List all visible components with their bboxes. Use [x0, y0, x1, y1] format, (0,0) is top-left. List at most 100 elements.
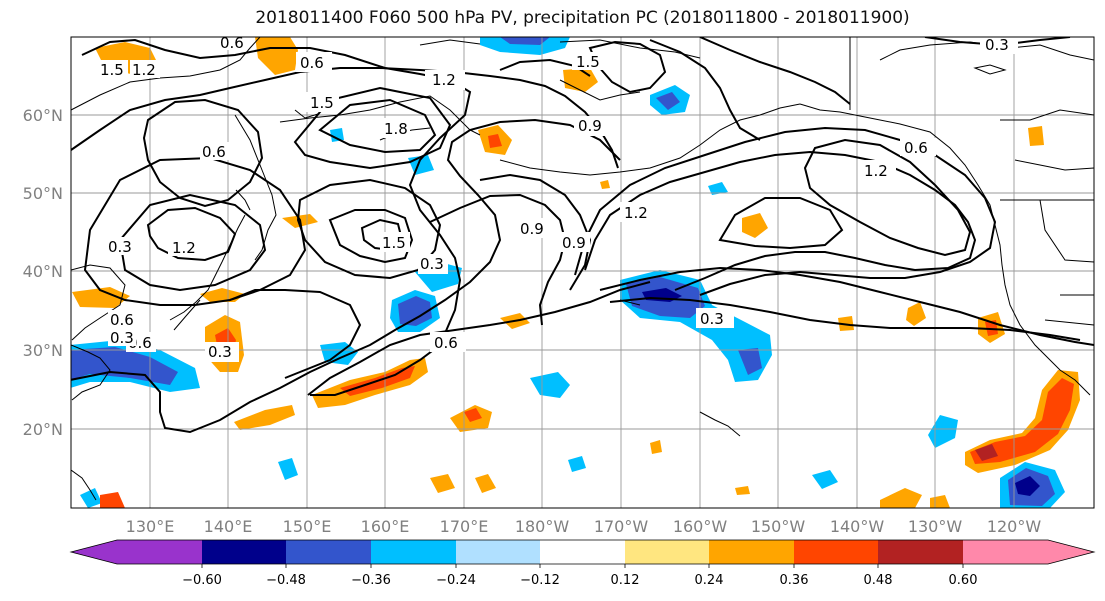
- contour-label: 0.6: [220, 34, 244, 52]
- lat-label: 30°N: [23, 341, 63, 360]
- precip-positive-area: [464, 408, 482, 422]
- contour-label: 1.2: [864, 162, 888, 180]
- precip-positive-area: [100, 492, 125, 508]
- lon-label: 160°W: [673, 517, 728, 536]
- colorbar-segment: [117, 540, 202, 564]
- precip-positive-area: [735, 486, 750, 495]
- contour-label: 0.3: [108, 238, 132, 256]
- contour-label: 1.5: [382, 234, 406, 252]
- colorbar-segment: [794, 540, 878, 564]
- colorbar-segment: [286, 540, 371, 564]
- contour-label: 0.3: [420, 255, 444, 273]
- precip-positive-area: [650, 440, 662, 454]
- colorbar-tick-label: −0.48: [266, 573, 306, 588]
- precip-positive-area: [430, 474, 455, 493]
- lat-label: 60°N: [23, 106, 63, 125]
- contour-label: 1.8: [384, 120, 408, 138]
- map-title: 2018011400 F060 500 hPa PV, precipitatio…: [255, 8, 910, 28]
- lon-label: 140°E: [204, 517, 253, 536]
- colorbar-tick-label: 0.36: [780, 573, 809, 588]
- precip-positive-area: [975, 444, 998, 461]
- precip-negative-area: [80, 488, 102, 508]
- precip-positive-area: [72, 287, 130, 308]
- lon-label: 150°E: [283, 517, 332, 536]
- colorbar-outline: [69, 539, 1096, 565]
- precip-negative-area: [530, 372, 570, 398]
- contour-label: 0.3: [110, 329, 134, 347]
- colorbar-tick-label: −0.24: [436, 573, 476, 588]
- colorbar-tick-label: −0.12: [520, 573, 560, 588]
- precip-negative-area: [812, 470, 838, 489]
- precip-negative-area: [398, 296, 432, 326]
- lat-label: 20°N: [23, 420, 63, 439]
- lon-label: 160°E: [361, 517, 410, 536]
- precip-positive-area: [742, 213, 768, 238]
- precip-positive-area: [475, 474, 496, 493]
- precip-negative-area: [738, 348, 762, 375]
- contour-labels: 1.5 1.2 0.6 0.6 0.3 1.2 1.5 1.5 1.8 0.9 …: [96, 34, 1018, 362]
- lon-label: 170°W: [594, 517, 649, 536]
- contour-label: 0.3: [985, 36, 1009, 54]
- colorbar-segment: [371, 540, 456, 564]
- precip-negative-area: [1015, 476, 1040, 496]
- precip-negative-area: [928, 415, 958, 448]
- colorbar-segment: [878, 540, 963, 564]
- contour-label: 0.3: [208, 343, 232, 361]
- contour-label: 1.5: [576, 53, 600, 71]
- lat-label: 40°N: [23, 262, 63, 281]
- colorbar-segment: [202, 540, 286, 564]
- contour-label: 0.3: [700, 310, 724, 328]
- colorbar-tick-label: 0.48: [864, 573, 893, 588]
- precip-negative-area: [500, 37, 550, 45]
- precip-positive-area: [488, 134, 502, 148]
- lon-label: 140°W: [830, 517, 885, 536]
- precip-positive-area: [255, 37, 298, 75]
- lon-label: 130°W: [908, 517, 963, 536]
- precip-negative-area: [480, 37, 570, 55]
- lon-label: 170°E: [440, 517, 489, 536]
- lon-label: 150°W: [751, 517, 806, 536]
- colorbar-segment: [625, 540, 709, 564]
- colorbar-segment: [709, 540, 794, 564]
- precip-negative-area: [708, 182, 728, 195]
- precip-positive-area: [906, 302, 926, 326]
- contour-label: 1.2: [172, 239, 196, 257]
- precip-positive-area: [880, 488, 922, 508]
- colorbar-segment: [456, 540, 540, 564]
- contour-label: 0.6: [300, 54, 324, 72]
- contour-label: 0.6: [202, 143, 226, 161]
- contour-label: 0.9: [562, 234, 586, 252]
- colorbar-tick-label: 0.60: [949, 573, 978, 588]
- colorbar-tick-label: −0.36: [351, 573, 391, 588]
- contour-label: 1.5: [100, 61, 124, 79]
- graticule: [71, 37, 1094, 508]
- longitude-labels: 130°E 140°E 150°E 160°E 170°E 180°W 170°…: [126, 517, 1042, 536]
- contour-label: 0.6: [904, 139, 928, 157]
- precip-positive-area: [970, 378, 1074, 464]
- precip-negative-area: [656, 92, 680, 110]
- coastlines: [71, 37, 1094, 501]
- precip-negative-area: [278, 458, 298, 480]
- colorbar: −0.60 −0.48 −0.36 −0.24 −0.12 0.12 0.24 …: [69, 539, 1096, 588]
- contour-label: 1.2: [624, 204, 648, 222]
- lon-label: 130°E: [126, 517, 175, 536]
- contour-label: 0.9: [520, 220, 544, 238]
- latitude-labels: 60°N 50°N 40°N 30°N 20°N: [23, 106, 63, 439]
- map-frame: [70, 36, 1095, 509]
- precip-positive-area: [234, 405, 295, 430]
- contour-label: 1.5: [310, 94, 334, 112]
- lon-label: 120°W: [987, 517, 1042, 536]
- precip-negative-area: [330, 128, 344, 142]
- contour-label: 1.2: [132, 61, 156, 79]
- contour-label: 1.2: [432, 71, 456, 89]
- contour-label: 0.6: [110, 311, 134, 329]
- contour-label: 0.6: [434, 334, 458, 352]
- precip-negative-area: [568, 456, 586, 472]
- colorbar-segment: [540, 540, 625, 564]
- colorbar-tick-label: 0.24: [695, 573, 724, 588]
- colorbar-extend-high: [1048, 540, 1094, 564]
- contour-label: 0.9: [578, 117, 602, 135]
- colorbar-tick-label: −0.60: [182, 573, 222, 588]
- colorbar-segment: [963, 540, 1048, 564]
